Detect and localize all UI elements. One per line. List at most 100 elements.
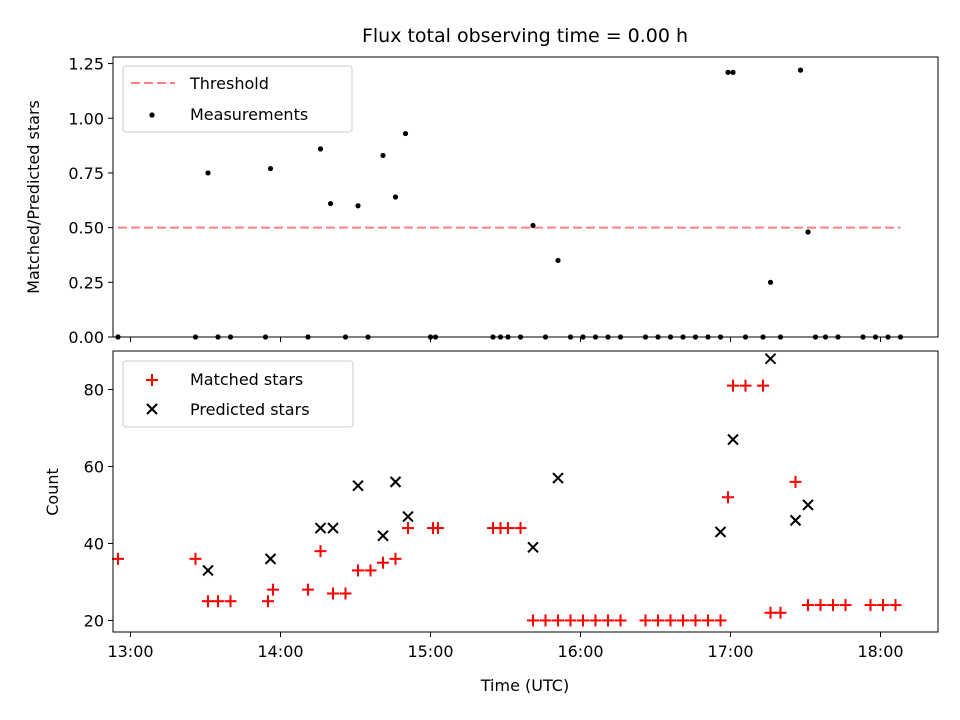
predicted-star-marker — [202, 564, 214, 577]
matched-star-marker — [757, 379, 769, 392]
matched-star-marker — [212, 595, 224, 608]
matched-star-marker — [877, 599, 889, 612]
bottom-x-tick-label: 14:00 — [257, 642, 303, 661]
matched-star-marker — [614, 614, 627, 627]
matched-star-marker — [774, 606, 787, 619]
matched-star-marker — [677, 614, 689, 627]
matched-star-marker — [352, 564, 364, 577]
bottom-x-tick-label: 15:00 — [407, 642, 453, 661]
predicted-star-marker — [327, 522, 339, 534]
measurement-point — [555, 257, 561, 264]
matched-star-marker — [702, 614, 714, 627]
top-legend: Threshold Measurements — [122, 65, 353, 133]
bottom-legend: Matched stars Predicted stars — [122, 360, 354, 428]
measurement-point — [767, 279, 774, 285]
top-y-tick-label: 1.25 — [68, 55, 104, 74]
measurement-point — [267, 165, 274, 172]
matched-star-marker — [827, 599, 839, 612]
matched-star-marker — [589, 614, 602, 627]
measurement-point — [530, 222, 536, 229]
matched-star-marker — [377, 556, 389, 569]
measurement-point — [797, 67, 804, 73]
matched-star-marker — [789, 475, 802, 488]
predicted-star-marker — [352, 480, 364, 492]
predicted-star-marker — [552, 472, 564, 484]
matched-star-marker — [189, 552, 202, 565]
matched-star-marker — [539, 614, 552, 627]
bottom-y-tick-label: 20 — [84, 611, 104, 630]
measurement-point — [355, 203, 361, 209]
matched-star-marker — [527, 614, 539, 627]
top-y-tick-label: 1.00 — [68, 109, 104, 128]
legend-matched-label: Matched stars — [190, 370, 303, 389]
bottom-y-axis-label: Count — [43, 468, 62, 516]
predicted-star-marker — [714, 526, 727, 538]
matched-star-marker — [432, 522, 444, 535]
bottom-marks — [112, 352, 902, 627]
matched-star-marker — [262, 595, 274, 608]
predicted-star-marker — [789, 514, 802, 527]
bottom-plot-frame — [112, 350, 939, 633]
top-y-tick-label: 0.25 — [68, 273, 104, 292]
top-y-axis: 0.00 0.25 0.50 0.75 1.00 1.25 — [68, 55, 113, 347]
matched-star-marker — [889, 599, 902, 612]
top-y-tick-label: 0.75 — [68, 164, 104, 183]
matched-star-marker — [267, 583, 279, 596]
predicted-star-marker — [402, 510, 414, 523]
matched-star-marker — [602, 614, 614, 627]
measurement-point — [730, 69, 736, 75]
top-panel: 0.00 0.25 0.50 0.75 1.00 1.25 Matched/Predict… — [24, 55, 939, 347]
predicted-star-marker — [727, 433, 739, 446]
matched-star-marker — [714, 614, 727, 627]
top-y-axis-label: Matched/Predicted stars — [24, 100, 43, 294]
matched-star-marker — [339, 587, 352, 600]
bottom-y-tick-label: 60 — [84, 457, 104, 476]
matched-star-marker — [689, 614, 702, 627]
matched-star-marker — [664, 614, 677, 627]
bottom-x-tick-label: 18:00 — [857, 642, 903, 661]
matched-star-marker — [727, 379, 739, 392]
matched-star-marker — [864, 599, 877, 612]
predicted-star-marker — [764, 352, 777, 365]
matched-star-marker — [389, 552, 402, 565]
matched-star-marker — [564, 614, 577, 627]
matched-star-marker — [652, 614, 664, 627]
legend-measurements-label: Measurements — [190, 105, 308, 124]
top-plot-frame — [112, 56, 939, 338]
top-legend-box — [122, 65, 353, 133]
measurement-point — [725, 69, 731, 75]
matched-star-marker — [802, 599, 814, 612]
measurement-point — [317, 146, 324, 152]
predicted-star-marker — [314, 522, 327, 534]
measurement-point — [380, 152, 386, 159]
legend-measurements-swatch — [149, 112, 155, 118]
matched-star-marker — [327, 587, 339, 600]
legend-matched-swatch — [146, 374, 158, 386]
matched-star-marker — [364, 564, 377, 577]
bottom-y-tick-label: 40 — [84, 534, 104, 553]
matched-star-marker — [314, 545, 327, 558]
matched-star-marker — [639, 614, 652, 627]
measurement-point — [392, 194, 399, 200]
matched-star-marker — [302, 583, 314, 596]
legend-threshold-label: Threshold — [189, 74, 269, 93]
top-y-tick-label: 0.50 — [68, 219, 104, 238]
predicted-star-marker — [264, 553, 277, 565]
predicted-star-marker — [377, 530, 389, 542]
measurement-point — [805, 229, 811, 235]
bottom-x-axis-label: Time (UTC) — [480, 676, 569, 695]
bottom-y-tick-label: 80 — [84, 380, 104, 399]
predicted-star-marker — [802, 499, 814, 511]
top-y-tick-label: 0.00 — [68, 328, 104, 347]
matched-star-marker — [112, 552, 124, 565]
matched-star-marker — [577, 614, 589, 627]
matched-star-marker — [739, 379, 752, 392]
top-x-ticks — [130, 337, 881, 342]
measurement-point — [402, 130, 409, 137]
predicted-star-marker — [527, 541, 539, 554]
bottom-x-tick-label: 16:00 — [557, 642, 603, 661]
legend-predicted-label: Predicted stars — [190, 400, 310, 419]
bottom-x-tick-label: 13:00 — [107, 642, 153, 661]
chart-title: Flux total observing time = 0.00 h — [362, 25, 688, 47]
